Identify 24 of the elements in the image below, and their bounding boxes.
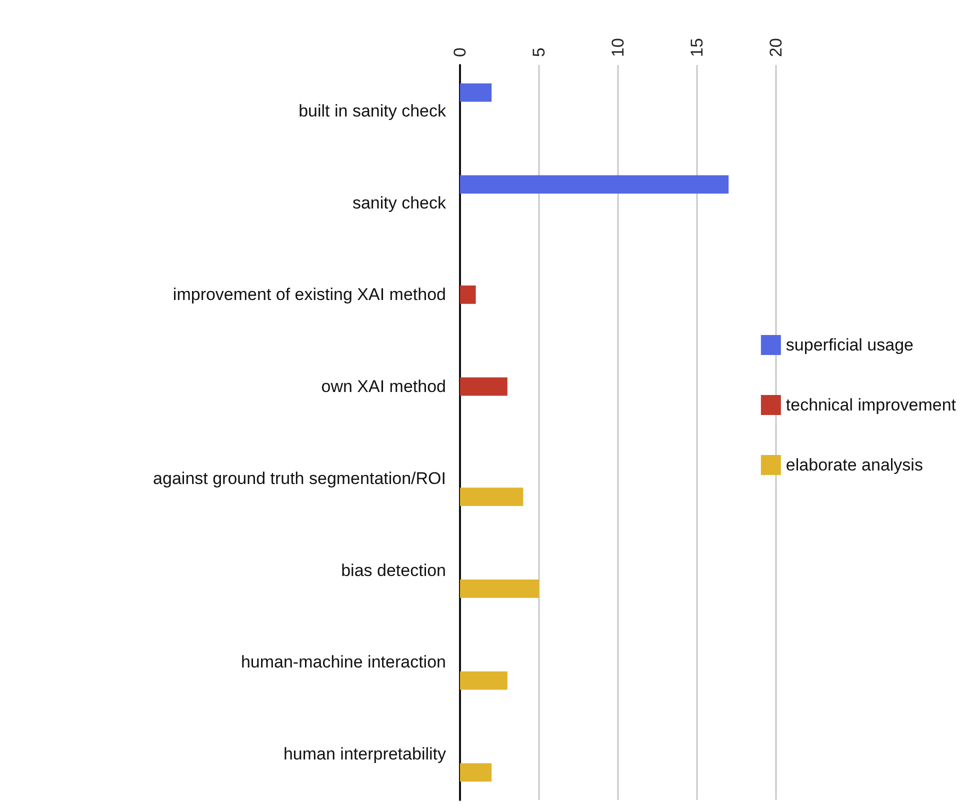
y-tick-label: sanity check — [352, 193, 446, 212]
legend-label: elaborate analysis — [786, 456, 923, 474]
x-tick-label: 5 — [530, 48, 548, 57]
y-tick-label: against ground truth segmentation/ROI — [153, 468, 446, 488]
legend-label: superficial usage — [786, 336, 914, 354]
bar — [460, 286, 476, 304]
y-tick-label: bias detection — [341, 560, 446, 580]
x-tick-label: 20 — [766, 38, 786, 57]
bar — [460, 175, 729, 194]
bar — [460, 671, 508, 690]
y-tick-label: human interpretability — [283, 744, 446, 764]
y-tick-label: built in sanity check — [298, 101, 446, 120]
y-tick-label: human-machine interaction — [240, 652, 446, 672]
x-tick-label: 0 — [450, 48, 470, 57]
y-tick-label: own XAI method — [321, 377, 446, 396]
bar — [460, 763, 492, 782]
y-tick-label: improvement of existing XAI method — [172, 285, 446, 304]
x-tick-label: 15 — [688, 38, 706, 57]
legend-label: technical improvement — [786, 396, 956, 414]
x-tick-label: 10 — [608, 38, 628, 57]
bar — [460, 83, 492, 102]
bar — [460, 580, 539, 598]
bar — [460, 377, 508, 396]
bar — [460, 488, 524, 506]
